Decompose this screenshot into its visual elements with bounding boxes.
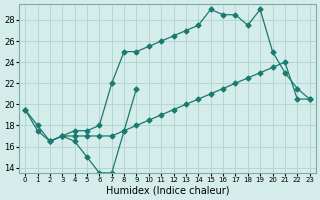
X-axis label: Humidex (Indice chaleur): Humidex (Indice chaleur): [106, 186, 229, 196]
